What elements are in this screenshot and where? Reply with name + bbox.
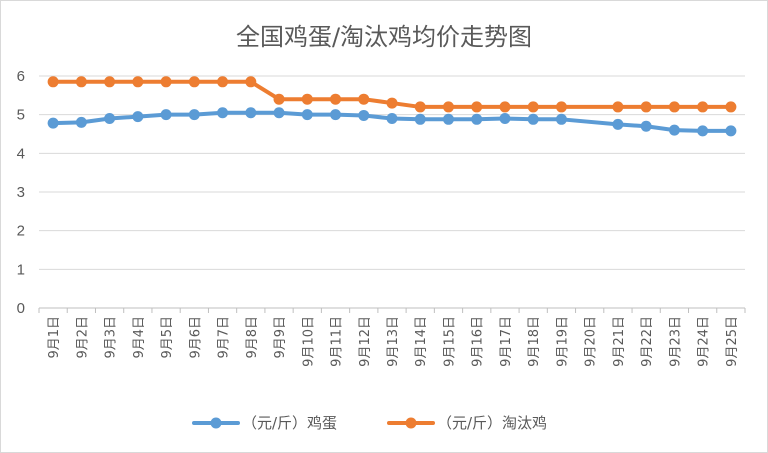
data-point [160, 109, 172, 121]
data-point [442, 113, 454, 125]
x-tick-label: 9月6日 [188, 316, 203, 359]
x-tick-label: 9月15日 [442, 316, 457, 367]
data-point [414, 113, 426, 125]
x-tick-label: 9月18日 [527, 316, 542, 367]
data-point [668, 101, 680, 113]
data-point [668, 124, 680, 136]
data-point [301, 93, 313, 105]
y-tick-label: 0 [17, 300, 25, 317]
x-tick-label: 9月23日 [668, 316, 683, 367]
data-point [330, 93, 342, 105]
data-point [104, 113, 116, 125]
x-tick-label: 9月20日 [584, 316, 599, 367]
y-tick-label: 1 [17, 261, 25, 278]
data-point [471, 113, 483, 125]
data-point [132, 76, 144, 88]
y-tick-label: 4 [17, 145, 25, 162]
data-point [47, 76, 59, 88]
x-tick-label: 9月9日 [273, 316, 288, 359]
data-point [245, 76, 257, 88]
data-point [273, 93, 285, 105]
gridlines [39, 75, 745, 309]
x-tick-label: 9月11日 [330, 316, 345, 367]
data-point [75, 76, 87, 88]
data-point [640, 101, 652, 113]
x-tick-label: 9月13日 [386, 316, 401, 367]
legend-label: （元/斤）淘汰鸡 [437, 414, 547, 432]
data-point [640, 120, 652, 132]
data-point [273, 107, 285, 119]
y-tick-label: 2 [17, 223, 25, 240]
series-2 [47, 76, 737, 113]
x-tick-label: 9月2日 [75, 316, 90, 359]
data-point [612, 118, 624, 130]
data-point [555, 113, 567, 125]
y-tick-label: 3 [17, 184, 25, 201]
legend-item-2: （元/斤）淘汰鸡 [387, 414, 547, 432]
data-point [697, 125, 709, 137]
x-tick-label: 9月5日 [160, 316, 175, 359]
data-point [499, 113, 511, 125]
data-point [104, 76, 116, 88]
data-point [499, 101, 511, 113]
data-point [697, 101, 709, 113]
data-point [132, 111, 144, 123]
data-point [386, 113, 398, 125]
data-point [358, 93, 370, 105]
x-tick-label: 9月8日 [245, 316, 260, 359]
x-tick-label: 9月22日 [640, 316, 655, 367]
data-point [527, 113, 539, 125]
data-point [330, 109, 342, 121]
data-point [612, 101, 624, 113]
series-group [47, 76, 737, 137]
data-point [217, 76, 229, 88]
x-tick-label: 9月12日 [358, 316, 373, 367]
y-tick-label: 6 [17, 68, 25, 85]
x-tick-label: 9月24日 [697, 316, 712, 367]
y-axis: 0 1 2 3 4 5 6 [17, 68, 25, 317]
legend-label: （元/斤）鸡蛋 [242, 414, 337, 432]
data-point [245, 107, 257, 119]
data-point [75, 116, 87, 128]
legend-item-1: （元/斤）鸡蛋 [192, 414, 337, 432]
legend-marker [405, 417, 417, 429]
y-tick-label: 5 [17, 107, 25, 124]
data-point [527, 101, 539, 113]
data-point [725, 101, 737, 113]
x-tick-label: 9月25日 [725, 316, 740, 367]
x-tick-label: 9月10日 [301, 316, 316, 367]
x-tick-label: 9月4日 [132, 316, 147, 359]
x-tick-label: 9月7日 [217, 316, 232, 359]
x-axis: 9月1日 9月2日 9月3日 9月4日 9月5日 9月6日 9月7日 9月8日 9月9日 9月10… [38, 308, 746, 367]
series-1 [47, 107, 737, 137]
x-tick-label: 9月1日 [47, 316, 62, 359]
data-point [188, 76, 200, 88]
chart-title: 全国鸡蛋/淘汰鸡均价走势图 [236, 23, 532, 51]
data-point [217, 107, 229, 119]
x-tick-label: 9月3日 [104, 316, 119, 359]
x-tick-label: 9月21日 [612, 316, 627, 367]
data-point [301, 109, 313, 121]
data-point [386, 97, 398, 109]
legend-marker [210, 417, 222, 429]
x-tick-label: 9月17日 [499, 316, 514, 367]
x-tick-label: 9月16日 [471, 316, 486, 367]
data-point [555, 101, 567, 113]
data-point [725, 125, 737, 137]
x-tick-label: 9月19日 [555, 316, 570, 367]
data-point [414, 101, 426, 113]
x-tick-label: 9月14日 [414, 316, 429, 367]
legend: （元/斤）鸡蛋 （元/斤）淘汰鸡 [192, 414, 547, 432]
data-point [188, 109, 200, 121]
data-point [358, 109, 370, 121]
data-point [471, 101, 483, 113]
data-point [442, 101, 454, 113]
data-point [160, 76, 172, 88]
data-point [47, 117, 59, 129]
